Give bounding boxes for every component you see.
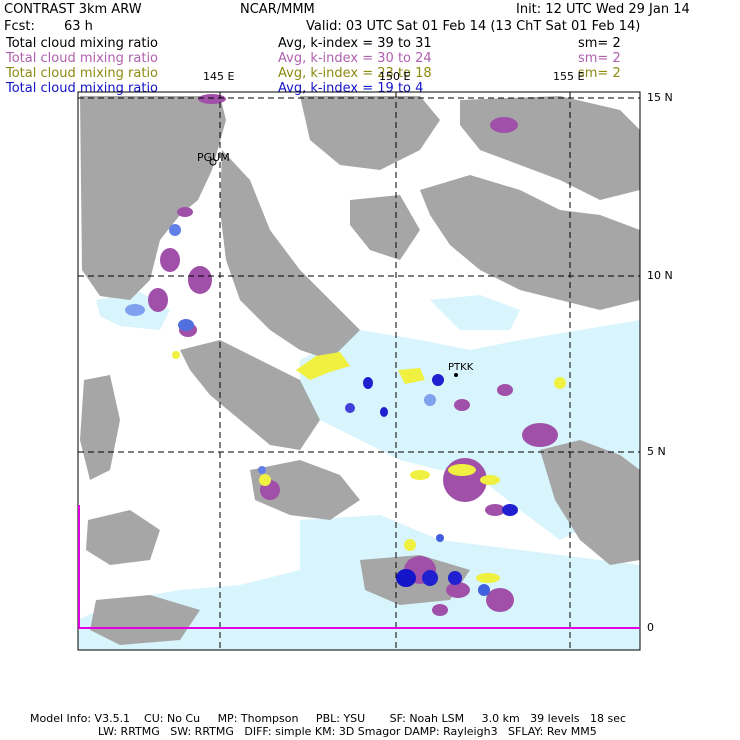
lon-label-145e: 145 E — [203, 70, 235, 83]
lat-label-5n: 5 N — [647, 445, 666, 458]
model-info-line2: LW: RRTMG SW: RRTMG DIFF: simple KM: 3D … — [98, 725, 597, 738]
legend-sm-2: sm= 2 — [578, 51, 621, 66]
model-title: CONTRAST 3km ARW — [4, 2, 142, 17]
legend-avg-1: Avg, k-index = 39 to 31 — [278, 36, 432, 51]
legend-avg-2: Avg, k-index = 30 to 24 — [278, 51, 432, 66]
station-marker-pgum — [209, 158, 217, 166]
low-cloud-layer — [172, 351, 566, 583]
lat-label-equator: 0 — [647, 621, 654, 634]
center-title: NCAR/MMM — [240, 2, 315, 17]
lat-label-15n: 15 N — [647, 91, 673, 104]
lat-label-10n: 10 N — [647, 269, 673, 282]
station-label-ptkk: PTKK — [448, 362, 474, 373]
fcst-value: 63 h — [64, 19, 93, 34]
legend-sm-1: sm= 2 — [578, 36, 621, 51]
legend-field-2: Total cloud mixing ratio — [6, 51, 159, 66]
model-info-line1: Model Info: V3.5.1 CU: No Cu MP: Thompso… — [30, 712, 627, 725]
fcst-label: Fcst: — [4, 19, 35, 34]
init-time: Init: 12 UTC Wed 29 Jan 14 — [516, 2, 690, 17]
lat-lon-grid — [78, 92, 640, 650]
lon-label-155e: 155 E — [553, 70, 585, 83]
station-label-pgum: PGUM — [197, 151, 230, 164]
deep-convection-cores — [125, 224, 518, 596]
legend-field-1: Total cloud mixing ratio — [6, 36, 159, 51]
legend-field-3: Total cloud mixing ratio — [6, 66, 159, 81]
lon-label-150e: 150 E — [379, 70, 411, 83]
cloud-mixing-ratio-map — [77, 91, 641, 651]
valid-time: Valid: 03 UTC Sat 01 Feb 14 (13 ChT Sat … — [306, 19, 641, 34]
legend-avg-3: Avg, k-index = 23 to 18 — [278, 66, 432, 81]
station-marker-ptkk — [454, 373, 458, 377]
legend-sm-3: sm= 2 — [578, 66, 621, 81]
map-frame — [77, 91, 641, 651]
